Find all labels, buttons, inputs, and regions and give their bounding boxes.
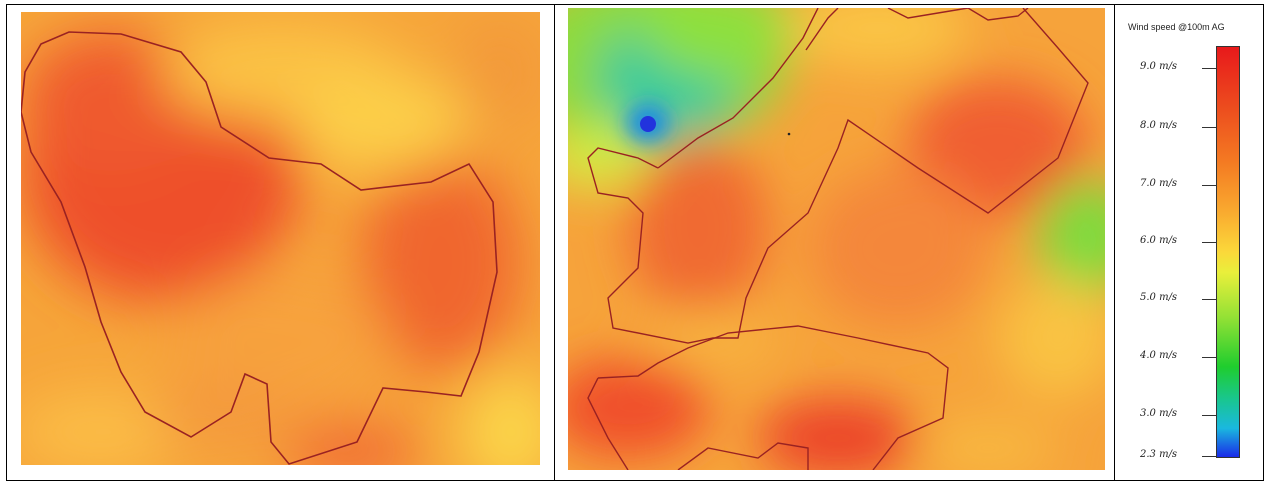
legend-tick-4: 4.0 m/s: [1140, 350, 1220, 364]
legend-tick-label: 5.0 m/s: [1140, 292, 1178, 303]
legend-tick-9: 9.0 m/s: [1140, 61, 1220, 75]
legend-color-bar: [1216, 46, 1240, 458]
border-top: [6, 4, 1264, 5]
border-right: [1263, 4, 1264, 481]
wind-speed-legend: Wind speed @100m AG 9.0 m/s 8.0 m/s 7.0 …: [1120, 8, 1264, 478]
legend-tick-8: 8.0 m/s: [1140, 120, 1220, 134]
border-left: [6, 4, 7, 481]
legend-tick-label: 6.0 m/s: [1140, 235, 1178, 246]
legend-tick-label: 7.0 m/s: [1140, 178, 1178, 189]
wind-map-left: [21, 12, 540, 465]
border-divider-2: [1114, 4, 1115, 481]
site-boundary-left: [21, 31, 498, 465]
legend-tick-7: 7.0 m/s: [1140, 178, 1220, 192]
legend-tick-6: 6.0 m/s: [1140, 235, 1220, 249]
border-bottom: [6, 480, 1264, 481]
legend-tick-label: 3.0 m/s: [1140, 408, 1178, 419]
legend-tick-3: 3.0 m/s: [1140, 408, 1220, 422]
legend-tick-5: 5.0 m/s: [1140, 292, 1220, 306]
legend-tick-label: 4.0 m/s: [1140, 350, 1178, 361]
legend-title: Wind speed @100m AG: [1128, 22, 1225, 32]
legend-tick-label: 9.0 m/s: [1140, 61, 1178, 72]
site-boundary-north: [657, 8, 819, 169]
legend-tick-label: 2.3 m/s: [1140, 449, 1178, 460]
legend-tick-label: 8.0 m/s: [1140, 120, 1178, 131]
wind-map-right: [568, 8, 1105, 470]
border-divider-1: [554, 4, 555, 481]
legend-tick-2-3: 2.3 m/s: [1140, 449, 1220, 463]
site-boundary-ne: [587, 8, 1089, 344]
site-boundary-south: [587, 325, 949, 470]
